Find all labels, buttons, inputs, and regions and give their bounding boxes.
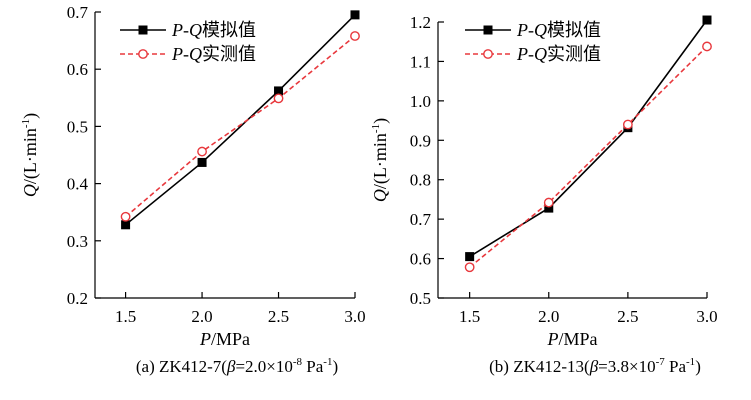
legend-entry: P-Q实测值	[465, 44, 601, 64]
legend-pq: P-Q	[171, 44, 202, 64]
y-tick-label: 0.9	[410, 131, 431, 150]
chart-panel-a: 0.2 0.3 0.4 0.5 0.6 0.7 1.5 2.0 2.5 3.0 P/MPa Q/(L·…	[20, 3, 366, 376]
caption-beta: β	[226, 357, 236, 376]
data-point	[197, 157, 207, 167]
y-axis-close: )	[370, 118, 391, 124]
x-axis-unit: /MPa	[211, 329, 250, 349]
legend-pq: P-Q	[516, 44, 547, 64]
y-tick-label: 0.4	[67, 175, 89, 194]
y-axis-unit-exp: -1	[370, 124, 382, 133]
legend-marker	[138, 25, 148, 35]
y-tick-label: 0.5	[410, 289, 431, 308]
legend-pq: P-Q	[516, 20, 547, 40]
x-tick-label: 3.0	[344, 307, 365, 326]
chart-caption: (b) ZK412-13(β=3.8×10-7 Pa-1)	[489, 356, 701, 376]
legend-name: 实测值	[202, 44, 256, 64]
legend-name: 模拟值	[202, 20, 256, 40]
x-axis-symbol: P	[199, 329, 211, 349]
data-point	[544, 203, 554, 213]
x-axis-symbol: P	[546, 329, 558, 349]
legend-pq: P-Q	[171, 20, 202, 40]
y-axis-symbol: Q	[370, 189, 390, 202]
data-point	[350, 31, 360, 41]
series-measured	[120, 31, 360, 222]
y-tick-label: 1.1	[410, 52, 431, 71]
x-tick-label: 2.0	[191, 307, 212, 326]
y-tick-label: 0.6	[410, 250, 431, 269]
caption-prefix: (b) ZK412-13(	[489, 357, 590, 376]
x-axis-label: P/MPa	[546, 329, 597, 349]
legend-entry: P-Q实测值	[120, 44, 256, 64]
y-axis-label: Q/(L·min-1)	[20, 113, 41, 197]
legend-marker	[483, 25, 493, 35]
chart-panel-b: 0.5 0.6 0.7 0.8 0.9 1.0 1.1 1.2 1.5 2.0 2.5 3.0 P/MP…	[370, 13, 718, 376]
legend-marker	[483, 49, 493, 59]
y-tick-label: 1.0	[410, 92, 431, 111]
y-tick-label: 0.7	[410, 210, 432, 229]
data-point	[197, 146, 207, 157]
data-point	[465, 252, 475, 262]
y-tick-label: 0.8	[410, 171, 431, 190]
data-point	[120, 211, 131, 222]
caption-beta: β	[589, 357, 599, 376]
data-point	[702, 41, 712, 52]
legend-name: 实测值	[547, 44, 601, 64]
x-tick-label: 2.5	[268, 307, 289, 326]
y-axis-unit: /(L·min	[370, 133, 391, 189]
data-point	[121, 220, 131, 230]
caption-unit-exp: -1	[323, 356, 332, 368]
data-point	[702, 15, 712, 25]
y-tick-label: 0.2	[67, 289, 88, 308]
data-point	[273, 93, 284, 104]
y-axis-unit-exp: -1	[20, 119, 32, 128]
x-tick-label: 2.0	[538, 307, 559, 326]
legend-marker	[138, 49, 148, 59]
data-point	[464, 262, 475, 273]
y-axis-close: )	[20, 113, 41, 119]
legend-label: P-Q实测值	[516, 44, 601, 64]
data-point	[543, 197, 554, 208]
legend-entry: P-Q模拟值	[465, 20, 601, 40]
caption-prefix: (a) ZK412-7(	[136, 357, 227, 376]
chart-caption: (a) ZK412-7(β=2.0×10-8 Pa-1)	[136, 356, 338, 376]
x-axis-label: P/MPa	[199, 329, 250, 349]
legend-name: 模拟值	[547, 20, 601, 40]
y-tick-label: 0.6	[67, 60, 88, 79]
y-axis-unit: /(L·min	[20, 128, 41, 184]
caption-unit: Pa	[665, 357, 687, 376]
y-tick-label: 0.3	[67, 232, 88, 251]
series-simulated	[121, 10, 360, 230]
caption-unit: Pa	[302, 357, 324, 376]
series-line	[469, 45, 708, 268]
caption-beta-exp: -8	[293, 356, 303, 368]
caption-unit-exp: -1	[686, 356, 695, 368]
data-point	[622, 119, 633, 130]
caption-beta-value: =2.0×10	[235, 357, 292, 376]
y-axis-symbol: Q	[20, 184, 40, 197]
data-point	[350, 10, 360, 20]
y-tick-label: 0.7	[67, 3, 89, 22]
legend-label: P-Q模拟值	[171, 20, 256, 40]
legend-label: P-Q实测值	[171, 44, 256, 64]
legend-label: P-Q模拟值	[516, 20, 601, 40]
series-line	[469, 19, 708, 258]
x-tick-label: 2.5	[617, 307, 638, 326]
caption-beta-value: =3.8×10	[598, 357, 655, 376]
y-axis-label: Q/(L·min-1)	[370, 118, 391, 202]
legend-entry: P-Q模拟值	[120, 20, 256, 40]
x-axis-unit: /MPa	[558, 329, 597, 349]
data-point	[274, 86, 284, 96]
x-tick-label: 1.5	[115, 307, 136, 326]
caption-suffix: )	[695, 357, 701, 376]
x-tick-label: 1.5	[459, 307, 480, 326]
caption-beta-exp: -7	[656, 356, 666, 368]
y-tick-label: 1.2	[410, 13, 431, 32]
series-line	[125, 35, 356, 218]
x-tick-label: 3.0	[696, 307, 717, 326]
series-line	[125, 14, 356, 226]
series-measured	[464, 41, 712, 273]
caption-suffix: )	[332, 357, 338, 376]
y-tick-label: 0.5	[67, 117, 88, 136]
